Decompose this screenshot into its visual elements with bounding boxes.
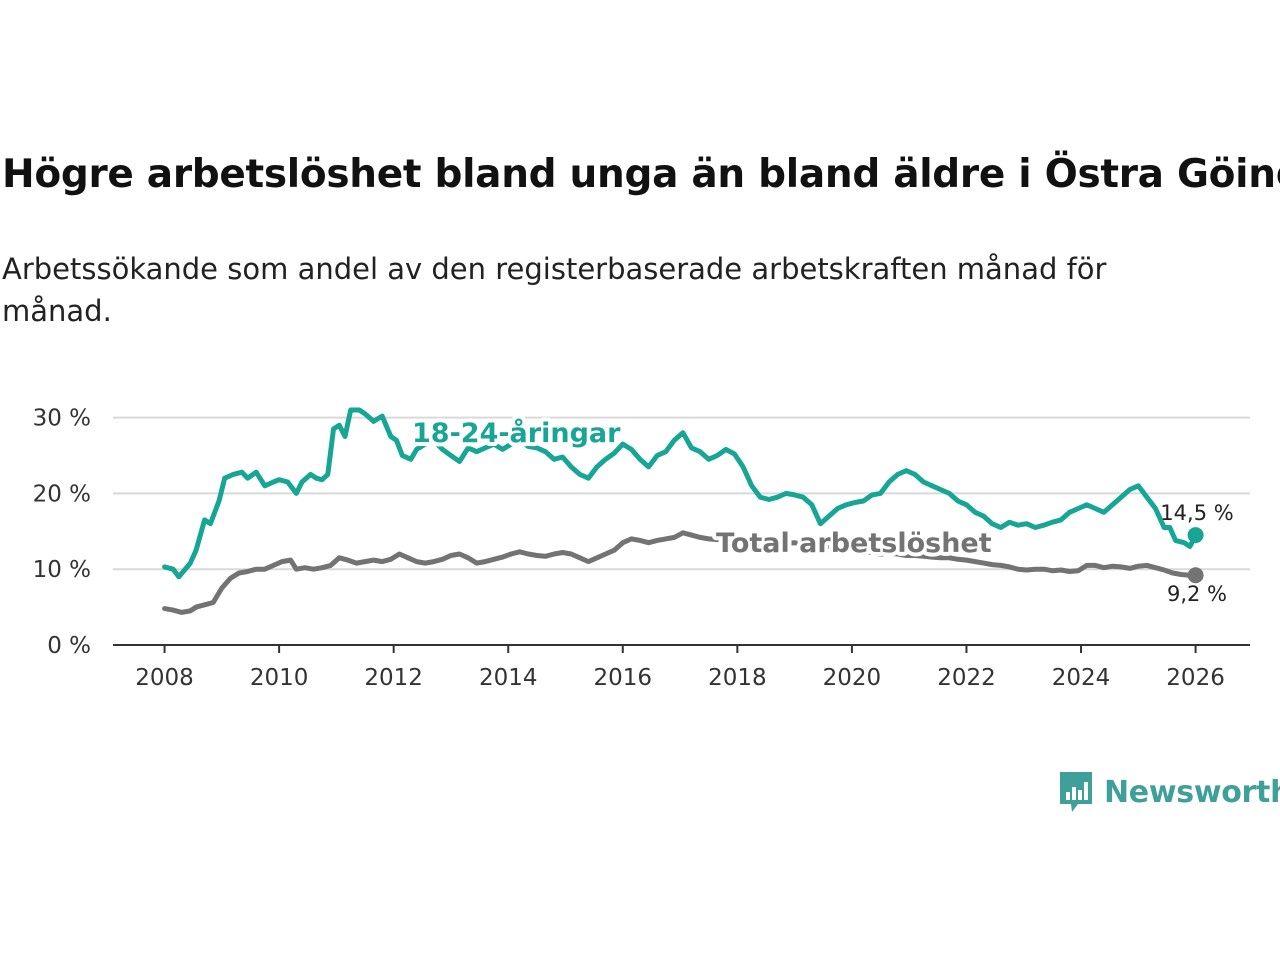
end-label-total: 9,2 % xyxy=(1167,582,1227,606)
x-axis-ticks: 2008 2010 2012 2014 2016 2018 2020 2022 2024 2026 xyxy=(135,645,1225,691)
series-endpoints xyxy=(1187,527,1204,584)
end-label-youth: 14,5 % xyxy=(1160,501,1233,525)
series-line-1 xyxy=(162,530,1199,615)
x-tick-label: 2014 xyxy=(479,665,538,691)
series-lines xyxy=(162,407,1199,615)
x-tick-label: 2022 xyxy=(937,665,996,691)
newsworthy-logo-text: Newsworthy xyxy=(1104,774,1280,810)
x-tick-label: 2012 xyxy=(364,665,423,691)
y-tick-label: 10 % xyxy=(33,557,91,583)
y-tick-label: 0 % xyxy=(47,633,91,659)
newsworthy-logo-icon xyxy=(1060,772,1092,812)
line-chart: 0 % 10 % 20 % 30 % 2008 2010 2012 2014 2016 2018… xyxy=(33,406,1250,691)
series-endpoint-1 xyxy=(1187,567,1204,584)
gridlines xyxy=(113,416,1250,571)
x-tick-label: 2024 xyxy=(1052,665,1111,691)
x-tick-label: 2010 xyxy=(250,665,309,691)
chart-title: Högre arbetslöshet bland unga än bland ä… xyxy=(2,152,1280,197)
y-tick-label: 20 % xyxy=(33,481,91,507)
x-tick-label: 2020 xyxy=(823,665,882,691)
y-axis-ticks: 0 % 10 % 20 % 30 % xyxy=(33,406,91,659)
chart-subtitle: Arbetssökande som andel av den registerb… xyxy=(2,252,1107,328)
x-tick-label: 2016 xyxy=(594,665,653,691)
series-endpoint-0 xyxy=(1187,527,1204,544)
series-label-youth: 18-24-åringar xyxy=(412,417,621,449)
y-tick-label: 30 % xyxy=(33,406,91,432)
series-label-total: Total arbetslöshet xyxy=(716,528,992,559)
x-tick-label: 2018 xyxy=(708,665,767,691)
series-line-0 xyxy=(162,407,1199,580)
x-tick-label: 2008 xyxy=(135,665,194,691)
x-tick-label: 2026 xyxy=(1166,665,1225,691)
newsworthy-logo: Newsworthy xyxy=(1058,770,1280,814)
